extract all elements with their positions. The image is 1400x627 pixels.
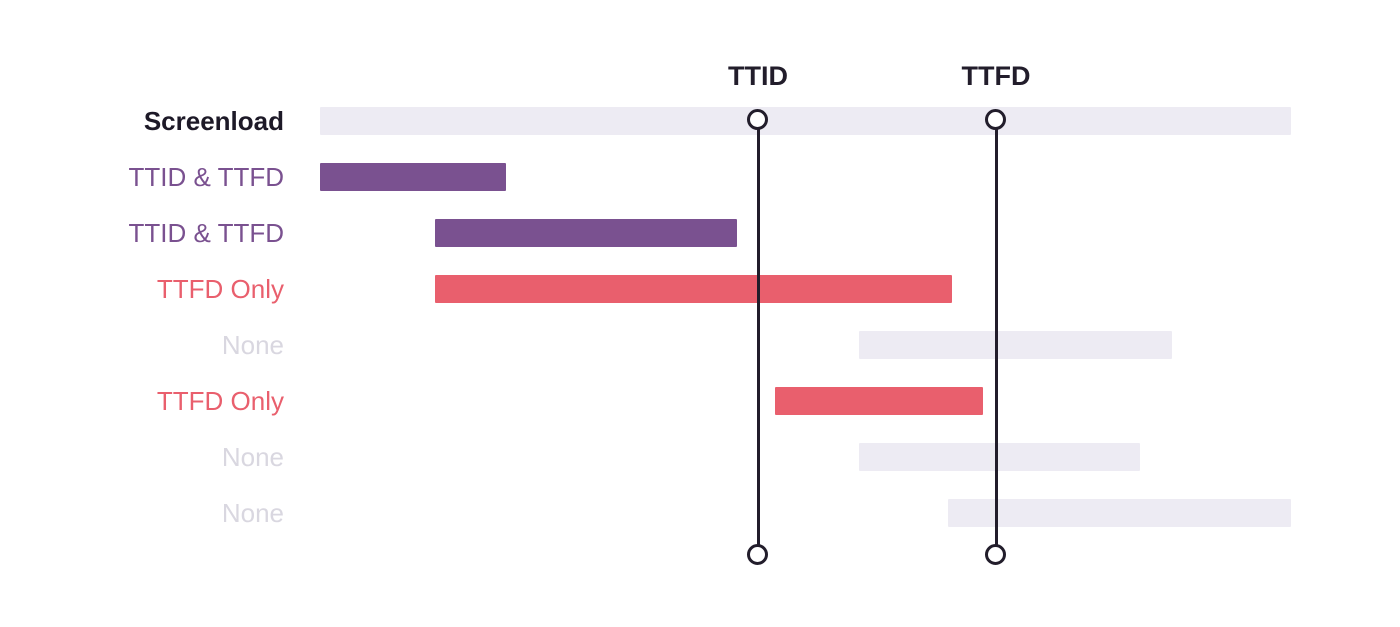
span-bar-ttfd_only-5	[775, 387, 983, 415]
row-label-ttfd_only-3: TTFD Only	[156, 274, 284, 304]
row-label-ttfd_only-5: TTFD Only	[156, 386, 284, 416]
span-bar-both-1	[320, 163, 506, 191]
row-label-screenload-0: Screenload	[143, 106, 284, 136]
row-label-none-4: None	[221, 330, 284, 360]
marker-line-ttid	[756, 120, 760, 555]
span-bar-ttfd_only-3	[435, 275, 952, 303]
marker-title-ttfd: TTFD	[961, 61, 1031, 91]
span-bar-none-4	[859, 331, 1172, 359]
row-label-both-2: TTID & TTFD	[128, 218, 284, 248]
row-label-none-6: None	[221, 442, 284, 472]
row-label-both-1: TTID & TTFD	[128, 162, 284, 192]
marker-title-ttid: TTID	[728, 61, 788, 91]
marker-dot-ttid-bottom	[747, 544, 768, 565]
marker-dot-ttfd-bottom	[985, 544, 1006, 565]
span-bar-none-7	[948, 499, 1291, 527]
span-bar-screenload-0	[320, 107, 1291, 135]
span-bar-both-2	[435, 219, 737, 247]
row-label-none-7: None	[221, 498, 284, 528]
marker-dot-ttfd-top	[985, 109, 1006, 130]
marker-dot-ttid-top	[747, 109, 768, 130]
marker-line-ttfd	[994, 120, 998, 555]
span-bar-none-6	[859, 443, 1140, 471]
